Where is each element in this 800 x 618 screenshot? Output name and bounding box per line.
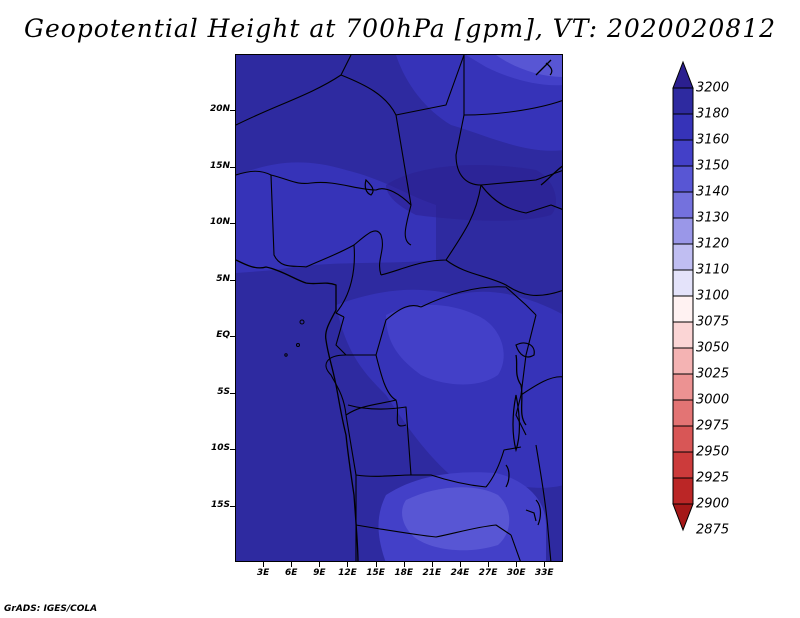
x-tick-mark — [544, 562, 546, 567]
colorbar-label: 3150 — [696, 158, 730, 174]
colorbar-swatch — [672, 295, 694, 323]
x-tick-label: 21E — [422, 568, 442, 578]
colorbar-label: 3000 — [696, 392, 730, 408]
x-tick-mark — [516, 562, 518, 567]
colorbar-swatch — [672, 87, 694, 115]
colorbar-swatch — [672, 217, 694, 245]
footer-credit: GrADS: IGES/COLA — [4, 604, 98, 614]
x-tick-label: 3E — [256, 568, 270, 578]
colorbar-swatch — [672, 399, 694, 427]
colorbar-swatch — [672, 373, 694, 401]
colorbar-label: 2875 — [696, 522, 730, 538]
colorbar-label: 3110 — [696, 262, 730, 278]
colorbar-label: 3025 — [696, 366, 730, 382]
x-tick-label: 30E — [506, 568, 526, 578]
y-tick-mark — [230, 505, 235, 507]
coastlines — [236, 59, 562, 561]
colorbar-label: 3200 — [696, 80, 730, 96]
y-tick-label: 10N — [209, 217, 230, 228]
x-tick-mark — [459, 562, 461, 567]
islands — [284, 319, 305, 357]
y-tick-label: EQ — [216, 330, 230, 341]
x-tick-mark — [375, 562, 377, 567]
x-tick-label: 18E — [394, 568, 414, 578]
field-zone-basin — [386, 304, 504, 385]
x-tick-label: 24E — [450, 568, 470, 578]
x-tick-mark — [403, 562, 405, 567]
country-borders — [236, 55, 562, 561]
colorbar-label: 2975 — [696, 418, 730, 434]
y-tick-mark — [230, 449, 235, 451]
x-tick-mark — [291, 562, 293, 567]
field-zone-darker — [386, 165, 556, 221]
y-tick-label: 15S — [210, 499, 230, 510]
colorbar-label: 2925 — [696, 470, 730, 486]
colorbar-label: 2900 — [696, 496, 730, 512]
x-tick-label: 6E — [285, 568, 298, 578]
y-tick-mark — [230, 392, 235, 394]
y-tick-mark — [230, 279, 235, 281]
field-zone-northeast-core — [496, 55, 562, 77]
colorbar-label: 3140 — [696, 184, 730, 200]
y-tick-mark — [230, 166, 235, 168]
x-tick-label: 15E — [366, 568, 385, 578]
colorbar-swatch — [672, 113, 694, 141]
colorbar-label: 3180 — [696, 106, 730, 122]
colorbar-label: 3050 — [696, 340, 730, 356]
colorbar-label: 3100 — [696, 288, 730, 304]
x-tick-label: 9E — [313, 568, 326, 578]
colorbar-swatch — [672, 347, 694, 375]
colorbar-swatch — [672, 165, 694, 193]
map-panel — [235, 54, 563, 562]
colorbar-swatch — [672, 425, 694, 453]
colorbar-swatch — [672, 139, 694, 167]
x-tick-mark — [263, 562, 265, 567]
field-zone-west — [236, 162, 436, 273]
y-tick-label: 5N — [216, 273, 230, 284]
colorbar-swatch — [672, 269, 694, 297]
colorbar-label: 3120 — [696, 236, 730, 252]
y-tick-label: 10S — [210, 443, 230, 454]
colorbar-swatch — [672, 243, 694, 271]
colorbar-swatch — [672, 191, 694, 219]
x-tick-mark — [488, 562, 490, 567]
x-tick-mark — [431, 562, 433, 567]
colorbar-top-arrow — [672, 60, 694, 89]
colorbar-label: 3160 — [696, 132, 730, 148]
y-tick-mark — [230, 223, 235, 225]
x-tick-label: 33E — [534, 568, 554, 578]
y-tick-label: 15N — [209, 160, 230, 171]
x-tick-label: 12E — [338, 568, 357, 578]
colorbar-label: 2950 — [696, 444, 730, 460]
colorbar-bottom-arrow — [672, 503, 694, 532]
colorbar-swatch — [672, 321, 694, 349]
colorbar-swatch — [672, 451, 694, 479]
y-tick-label: 5S — [217, 386, 230, 397]
colorbar — [672, 60, 694, 532]
colorbar-swatch — [672, 477, 694, 505]
x-tick-mark — [319, 562, 321, 567]
field-zone-south-core — [402, 487, 510, 551]
lakes — [364, 62, 553, 526]
map-canvas — [236, 55, 562, 561]
map-title: Geopotential Height at 700hPa [gpm], VT:… — [23, 14, 777, 43]
y-tick-mark — [230, 110, 235, 112]
colorbar-label: 3075 — [696, 314, 730, 330]
y-tick-label: 20N — [209, 104, 230, 115]
x-tick-label: 27E — [478, 568, 498, 578]
colorbar-label: 3130 — [696, 210, 730, 226]
y-tick-mark — [230, 336, 235, 338]
x-tick-mark — [347, 562, 349, 567]
